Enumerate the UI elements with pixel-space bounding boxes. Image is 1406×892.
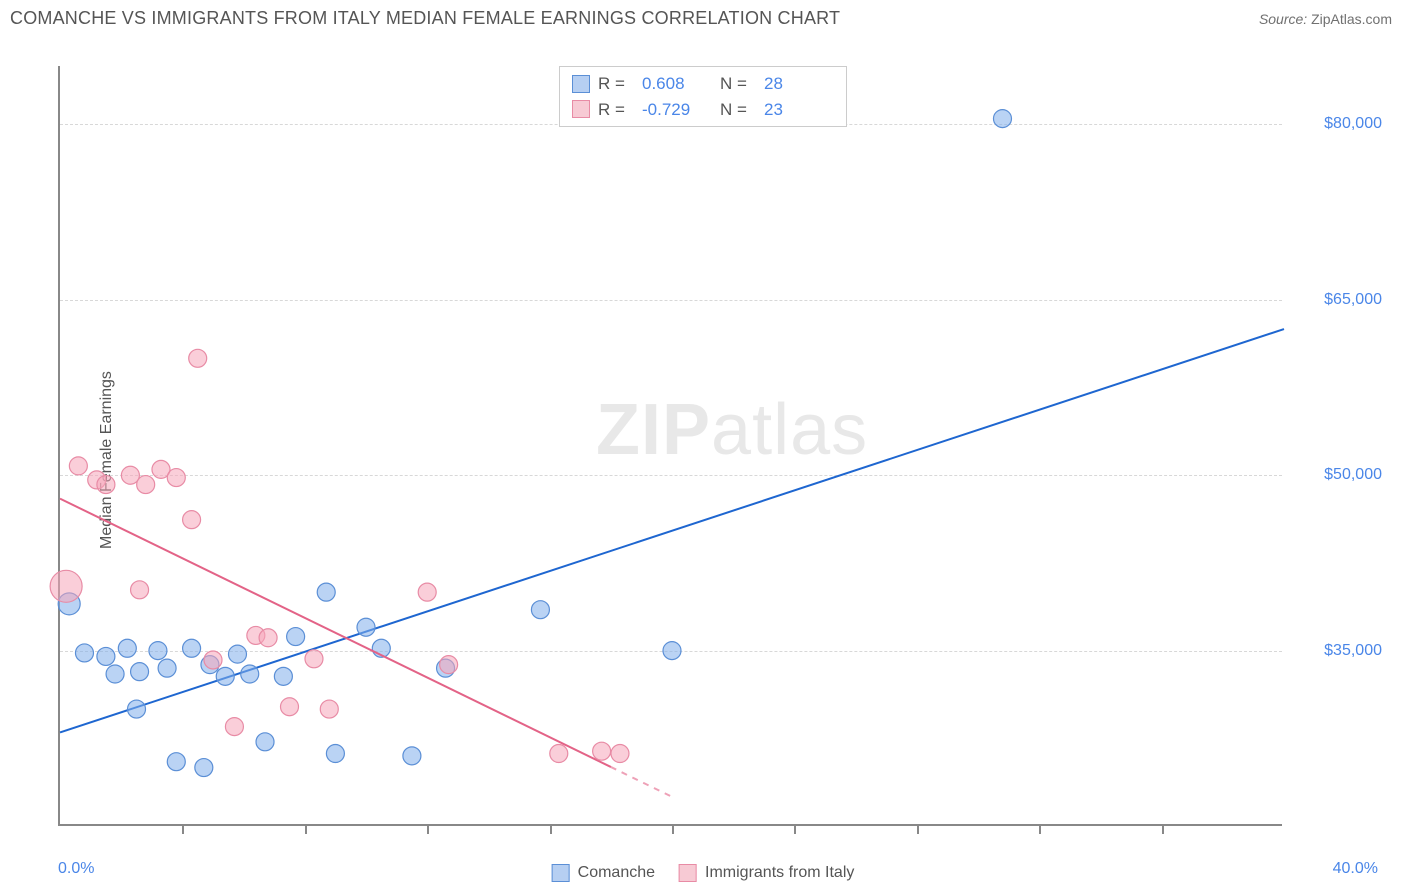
x-axis-min-label: 0.0% (58, 860, 94, 878)
stat-r-italy: -0.729 (642, 97, 712, 123)
legend-swatch-italy (679, 864, 697, 882)
stat-n-label: N = (720, 71, 756, 97)
scatter-svg (60, 66, 1282, 824)
correlation-stats-box: R = 0.608 N = 28 R = -0.729 N = 23 (559, 66, 847, 127)
source-value: ZipAtlas.com (1311, 11, 1392, 27)
legend-label-italy: Immigrants from Italy (705, 864, 854, 882)
y-axis-tick-label: $35,000 (1292, 642, 1382, 660)
stat-n-comanche: 28 (764, 71, 834, 97)
x-axis-max-label: 40.0% (1333, 860, 1378, 878)
stats-row-italy: R = -0.729 N = 23 (572, 97, 834, 123)
legend-swatch-comanche (552, 864, 570, 882)
stat-r-comanche: 0.608 (642, 71, 712, 97)
source-label: Source: (1259, 11, 1307, 27)
x-axis-tick (427, 824, 429, 834)
legend-label-comanche: Comanche (578, 864, 655, 882)
x-axis-tick (794, 824, 796, 834)
legend-item-italy: Immigrants from Italy (679, 864, 854, 882)
chart-area: Median Female Earnings ZIPatlas $35,000$… (10, 38, 1396, 882)
swatch-italy (572, 100, 590, 118)
chart-header: COMANCHE VS IMMIGRANTS FROM ITALY MEDIAN… (0, 0, 1406, 33)
y-axis-tick-label: $50,000 (1292, 466, 1382, 484)
stat-r-label: R = (598, 71, 634, 97)
y-axis-tick-label: $65,000 (1292, 291, 1382, 309)
x-axis-tick (305, 824, 307, 834)
source-credit: Source: ZipAtlas.com (1259, 11, 1392, 27)
x-axis-tick (672, 824, 674, 834)
x-axis-tick (1162, 824, 1164, 834)
stat-n-italy: 23 (764, 97, 834, 123)
stat-r-label: R = (598, 97, 634, 123)
x-axis-tick (550, 824, 552, 834)
x-axis-tick (917, 824, 919, 834)
stats-row-comanche: R = 0.608 N = 28 (572, 71, 834, 97)
legend-item-comanche: Comanche (552, 864, 655, 882)
swatch-comanche (572, 75, 590, 93)
x-axis-tick (1039, 824, 1041, 834)
plot-region: ZIPatlas $35,000$50,000$65,000$80,000 (58, 66, 1282, 826)
series-legend: Comanche Immigrants from Italy (552, 864, 855, 882)
y-axis-tick-label: $80,000 (1292, 115, 1382, 133)
chart-title: COMANCHE VS IMMIGRANTS FROM ITALY MEDIAN… (10, 8, 840, 29)
x-axis-tick (182, 824, 184, 834)
stat-n-label: N = (720, 97, 756, 123)
